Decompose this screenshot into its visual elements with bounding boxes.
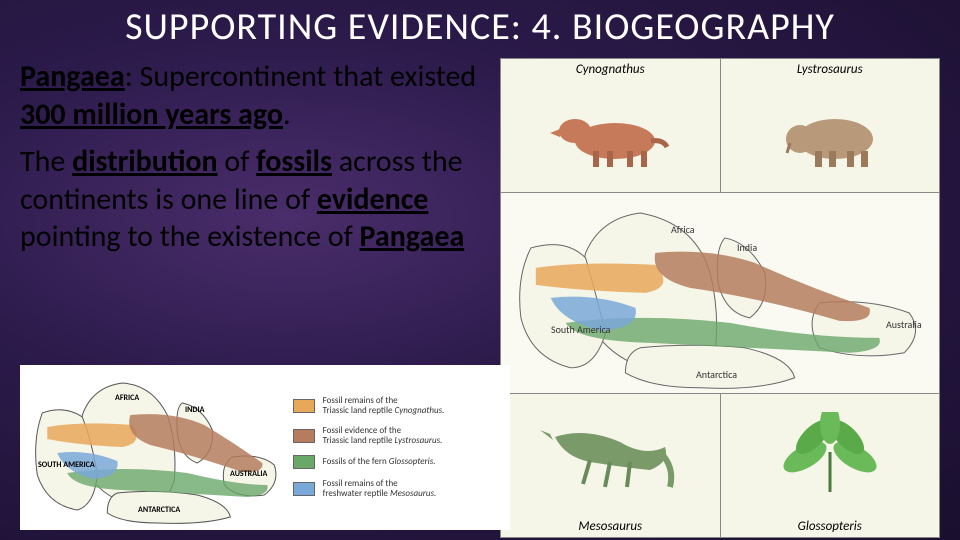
swatch-glossopteris <box>293 455 315 469</box>
legend-text-0: Fossil remains of theTriassic land repti… <box>323 396 445 416</box>
fossil-distribution-figure: Cynognathus <box>500 58 940 538</box>
illustration-glossopteris <box>721 394 940 516</box>
map-label-africa: Africa <box>671 223 695 236</box>
term-pangaea: Pangaea <box>20 58 125 95</box>
legend-text-3: Fossil remains of thefreshwater reptile … <box>323 479 437 499</box>
lower-label-south-america: SOUTH AMERICA <box>38 460 95 470</box>
paragraph-1: Pangaea: Supercontinent that existed 300… <box>20 58 490 133</box>
legend-text-2: Fossils of the fern Glossopteris. <box>323 457 436 467</box>
cell-mesosaurus: Mesosaurus <box>501 394 721 537</box>
lower-legend: Fossil remains of theTriassic land repti… <box>285 365 510 530</box>
pangaea-map: South America Africa India Antarctica Au… <box>501 193 939 394</box>
fossil-row-top: Cynognathus <box>501 59 939 193</box>
cell-cynognathus: Cynognathus <box>501 59 721 192</box>
legend-text-1: Fossil evidence of theTriassic land rept… <box>323 426 443 446</box>
pangaea-lower-figure: AFRICA INDIA SOUTH AMERICA ANTARCTICA AU… <box>20 365 510 530</box>
label-cynognathus: Cynognathus <box>501 59 720 80</box>
cell-glossopteris: Glossopteris <box>721 394 940 537</box>
label-glossopteris: Glossopteris <box>721 516 940 537</box>
term-pangaea-2: Pangaea <box>360 218 465 255</box>
cell-lystrosaurus: Lystrosaurus <box>721 59 940 192</box>
legend-item-0: Fossil remains of theTriassic land repti… <box>293 396 502 416</box>
swatch-lystrosaurus <box>293 429 315 443</box>
legend-item-1: Fossil evidence of theTriassic land rept… <box>293 426 502 446</box>
legend-item-3: Fossil remains of thefreshwater reptile … <box>293 479 502 499</box>
map-label-india: India <box>737 241 757 254</box>
lower-label-africa: AFRICA <box>115 393 139 403</box>
lower-label-india: INDIA <box>185 405 204 415</box>
legend-item-2: Fossils of the fern Glossopteris. <box>293 455 502 469</box>
illustration-cynognathus <box>501 80 720 192</box>
map-label-antarctica: Antarctica <box>696 368 737 381</box>
right-column: Cynognathus <box>500 58 940 538</box>
lower-label-antarctica: ANTARCTICA <box>138 505 180 515</box>
paragraph-2: The distribution of fossils across the c… <box>20 143 490 256</box>
lower-map: AFRICA INDIA SOUTH AMERICA ANTARCTICA AU… <box>20 365 285 530</box>
term-300mya: 300 million years ago <box>20 96 283 133</box>
term-fossils: fossils <box>256 143 332 180</box>
illustration-lystrosaurus <box>721 80 940 192</box>
swatch-mesosaurus <box>293 482 315 496</box>
label-mesosaurus: Mesosaurus <box>501 516 720 537</box>
term-distribution: distribution <box>72 143 218 180</box>
map-label-australia: Australia <box>886 318 922 331</box>
fossil-row-bottom: Mesosaurus Glossopteris <box>501 394 939 537</box>
label-lystrosaurus: Lystrosaurus <box>721 59 940 80</box>
lower-label-australia: AUSTRALIA <box>230 469 267 479</box>
map-label-south-america: South America <box>551 323 610 336</box>
slide-title: SUPPORTING EVIDENCE: 4. BIOGEOGRAPHY <box>0 0 960 58</box>
swatch-cynognathus <box>293 399 315 413</box>
illustration-mesosaurus <box>501 394 720 516</box>
term-evidence: evidence <box>317 181 428 218</box>
